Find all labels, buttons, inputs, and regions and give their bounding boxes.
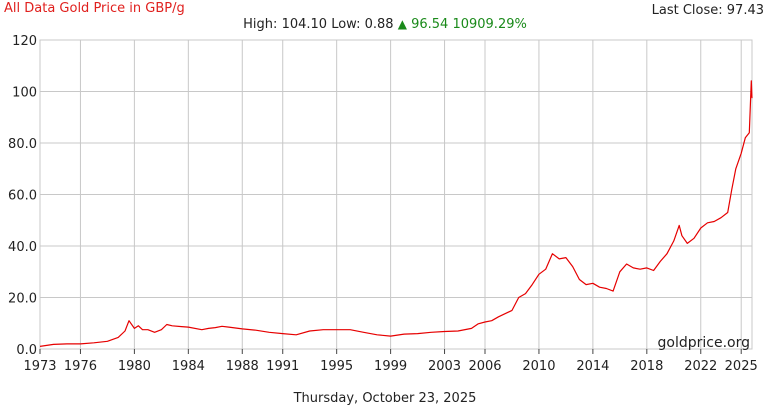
y-tick-label: 40.0 xyxy=(8,240,37,255)
x-tick-label: 1976 xyxy=(64,359,97,374)
watermark: goldprice.org xyxy=(658,335,750,351)
change-value: 96.54 xyxy=(411,17,449,32)
price-stats: High: 104.10 Low: 0.88 ▲ 96.54 10909.29% xyxy=(0,17,770,32)
low-label: Low: xyxy=(331,17,361,32)
x-tick-label: 2022 xyxy=(684,359,717,374)
y-tick-label: 20.0 xyxy=(8,292,37,307)
x-tick-label: 2006 xyxy=(468,359,501,374)
x-tick-label: 2025 xyxy=(725,359,758,374)
change-percent: 10909.29% xyxy=(452,17,527,32)
x-tick-label: 2010 xyxy=(522,359,555,374)
price-line xyxy=(39,80,753,347)
y-tick-label: 100 xyxy=(12,86,37,101)
last-close: Last Close: 97.43 xyxy=(652,3,764,18)
y-tick-label: 120 xyxy=(12,34,37,49)
last-close-value: 97.43 xyxy=(726,3,764,18)
x-tick-label: 1973 xyxy=(23,359,56,374)
last-close-label: Last Close: xyxy=(651,3,723,18)
x-tick-label: 1991 xyxy=(266,359,299,374)
x-tick-label: 1999 xyxy=(374,359,407,374)
chart-date: Thursday, October 23, 2025 xyxy=(293,391,477,406)
series-line xyxy=(39,80,753,347)
chart-title: All Data Gold Price in GBP/g xyxy=(4,1,185,16)
y-tick-label: 80.0 xyxy=(8,137,37,152)
x-tick-label: 2018 xyxy=(630,359,663,374)
grid xyxy=(39,39,753,354)
x-tick-label: 1995 xyxy=(320,359,353,374)
low-value: 0.88 xyxy=(364,17,394,32)
y-axis-ticks: 0.0 20.0 40.0 60.0 80.0 100 120 xyxy=(8,34,37,358)
x-tick-label: 1988 xyxy=(226,359,259,374)
y-tick-label: 60.0 xyxy=(8,189,37,204)
high-label: High: xyxy=(243,17,278,32)
x-tick-label: 2003 xyxy=(428,359,461,374)
x-tick-label: 2014 xyxy=(576,359,609,374)
x-tick-label: 1980 xyxy=(118,359,151,374)
y-tick-label: 0.0 xyxy=(16,343,37,358)
up-triangle-icon: ▲ xyxy=(397,17,407,31)
x-tick-label: 1984 xyxy=(172,359,205,374)
x-axis-ticks: 1973 1976 1980 1984 1988 1991 1995 1999 2003 2006… xyxy=(23,359,757,374)
high-value: 104.10 xyxy=(281,17,328,32)
